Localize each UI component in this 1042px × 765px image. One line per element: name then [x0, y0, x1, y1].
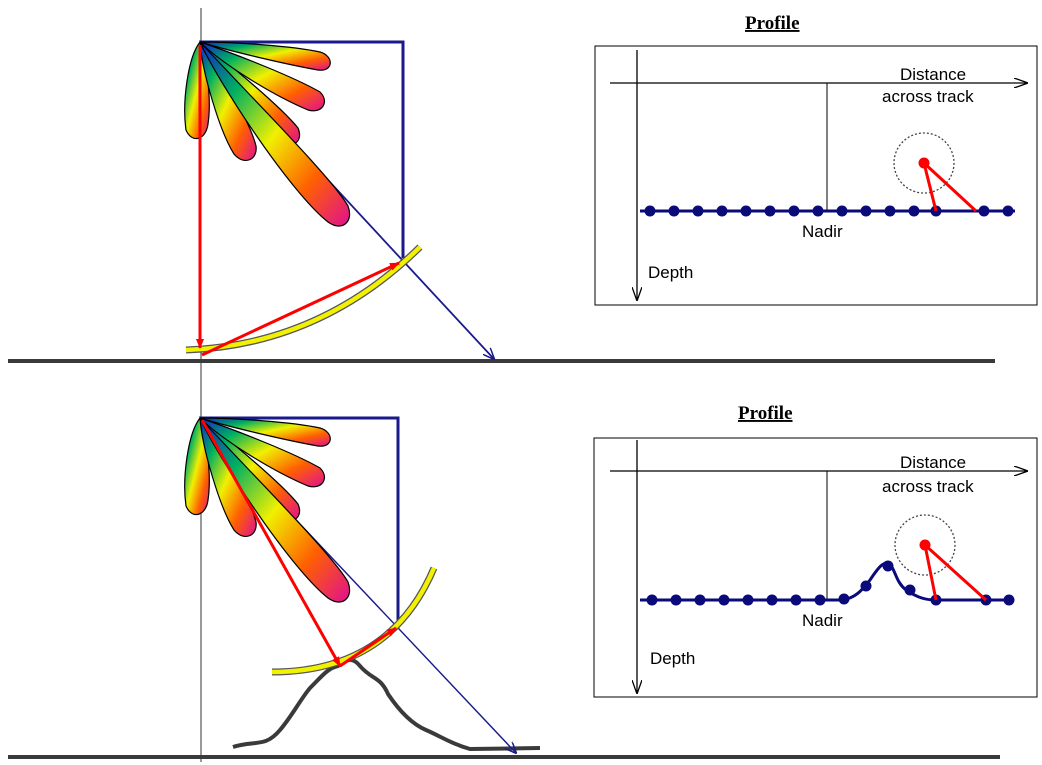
profile-box-top — [594, 45, 1038, 306]
distance-label-line1-bottom: Distance — [900, 453, 966, 472]
misplaced-ray-bottom-b — [923, 543, 988, 602]
wavefront-arc — [185, 244, 423, 354]
first-return-ray — [200, 419, 342, 667]
top-panel: Profile Distance across track Nadir Dept… — [8, 8, 1038, 762]
return-ray — [201, 261, 400, 357]
depth-label-bottom: Depth — [650, 649, 695, 668]
bottom-panel: Profile Distance across track Nadir Dept… — [8, 403, 1038, 759]
misplaced-ray-top-a — [922, 162, 938, 212]
uncertainty-circle-top — [893, 132, 955, 194]
profile-title-top: Profile — [745, 13, 800, 34]
misplaced-sounding-top — [918, 157, 930, 169]
beam-frame-bottom — [200, 416, 400, 628]
nadir-label-bottom: Nadir — [802, 611, 843, 630]
profile-soundings-bottom — [646, 560, 1015, 606]
beam-fan-icon-bottom — [184, 417, 351, 603]
distance-label-line2-bottom: across track — [882, 477, 974, 496]
profile-box-bottom — [593, 437, 1038, 698]
depth-label-top: Depth — [648, 263, 693, 282]
distance-label-line2-top: across track — [882, 87, 974, 106]
nadir-label-top: Nadir — [802, 222, 843, 241]
uncertainty-circle-bottom — [894, 514, 956, 576]
misplaced-sounding-bottom — [919, 539, 931, 551]
distance-label-line1-top: Distance — [900, 65, 966, 84]
misplaced-ray-bottom-a — [923, 544, 938, 601]
beam-fan-icon — [184, 41, 351, 227]
misplaced-ray-top-b — [922, 161, 978, 213]
beam-frame — [200, 40, 405, 258]
return-ray-bottom — [339, 626, 397, 668]
profile-title-bottom: Profile — [738, 403, 793, 424]
